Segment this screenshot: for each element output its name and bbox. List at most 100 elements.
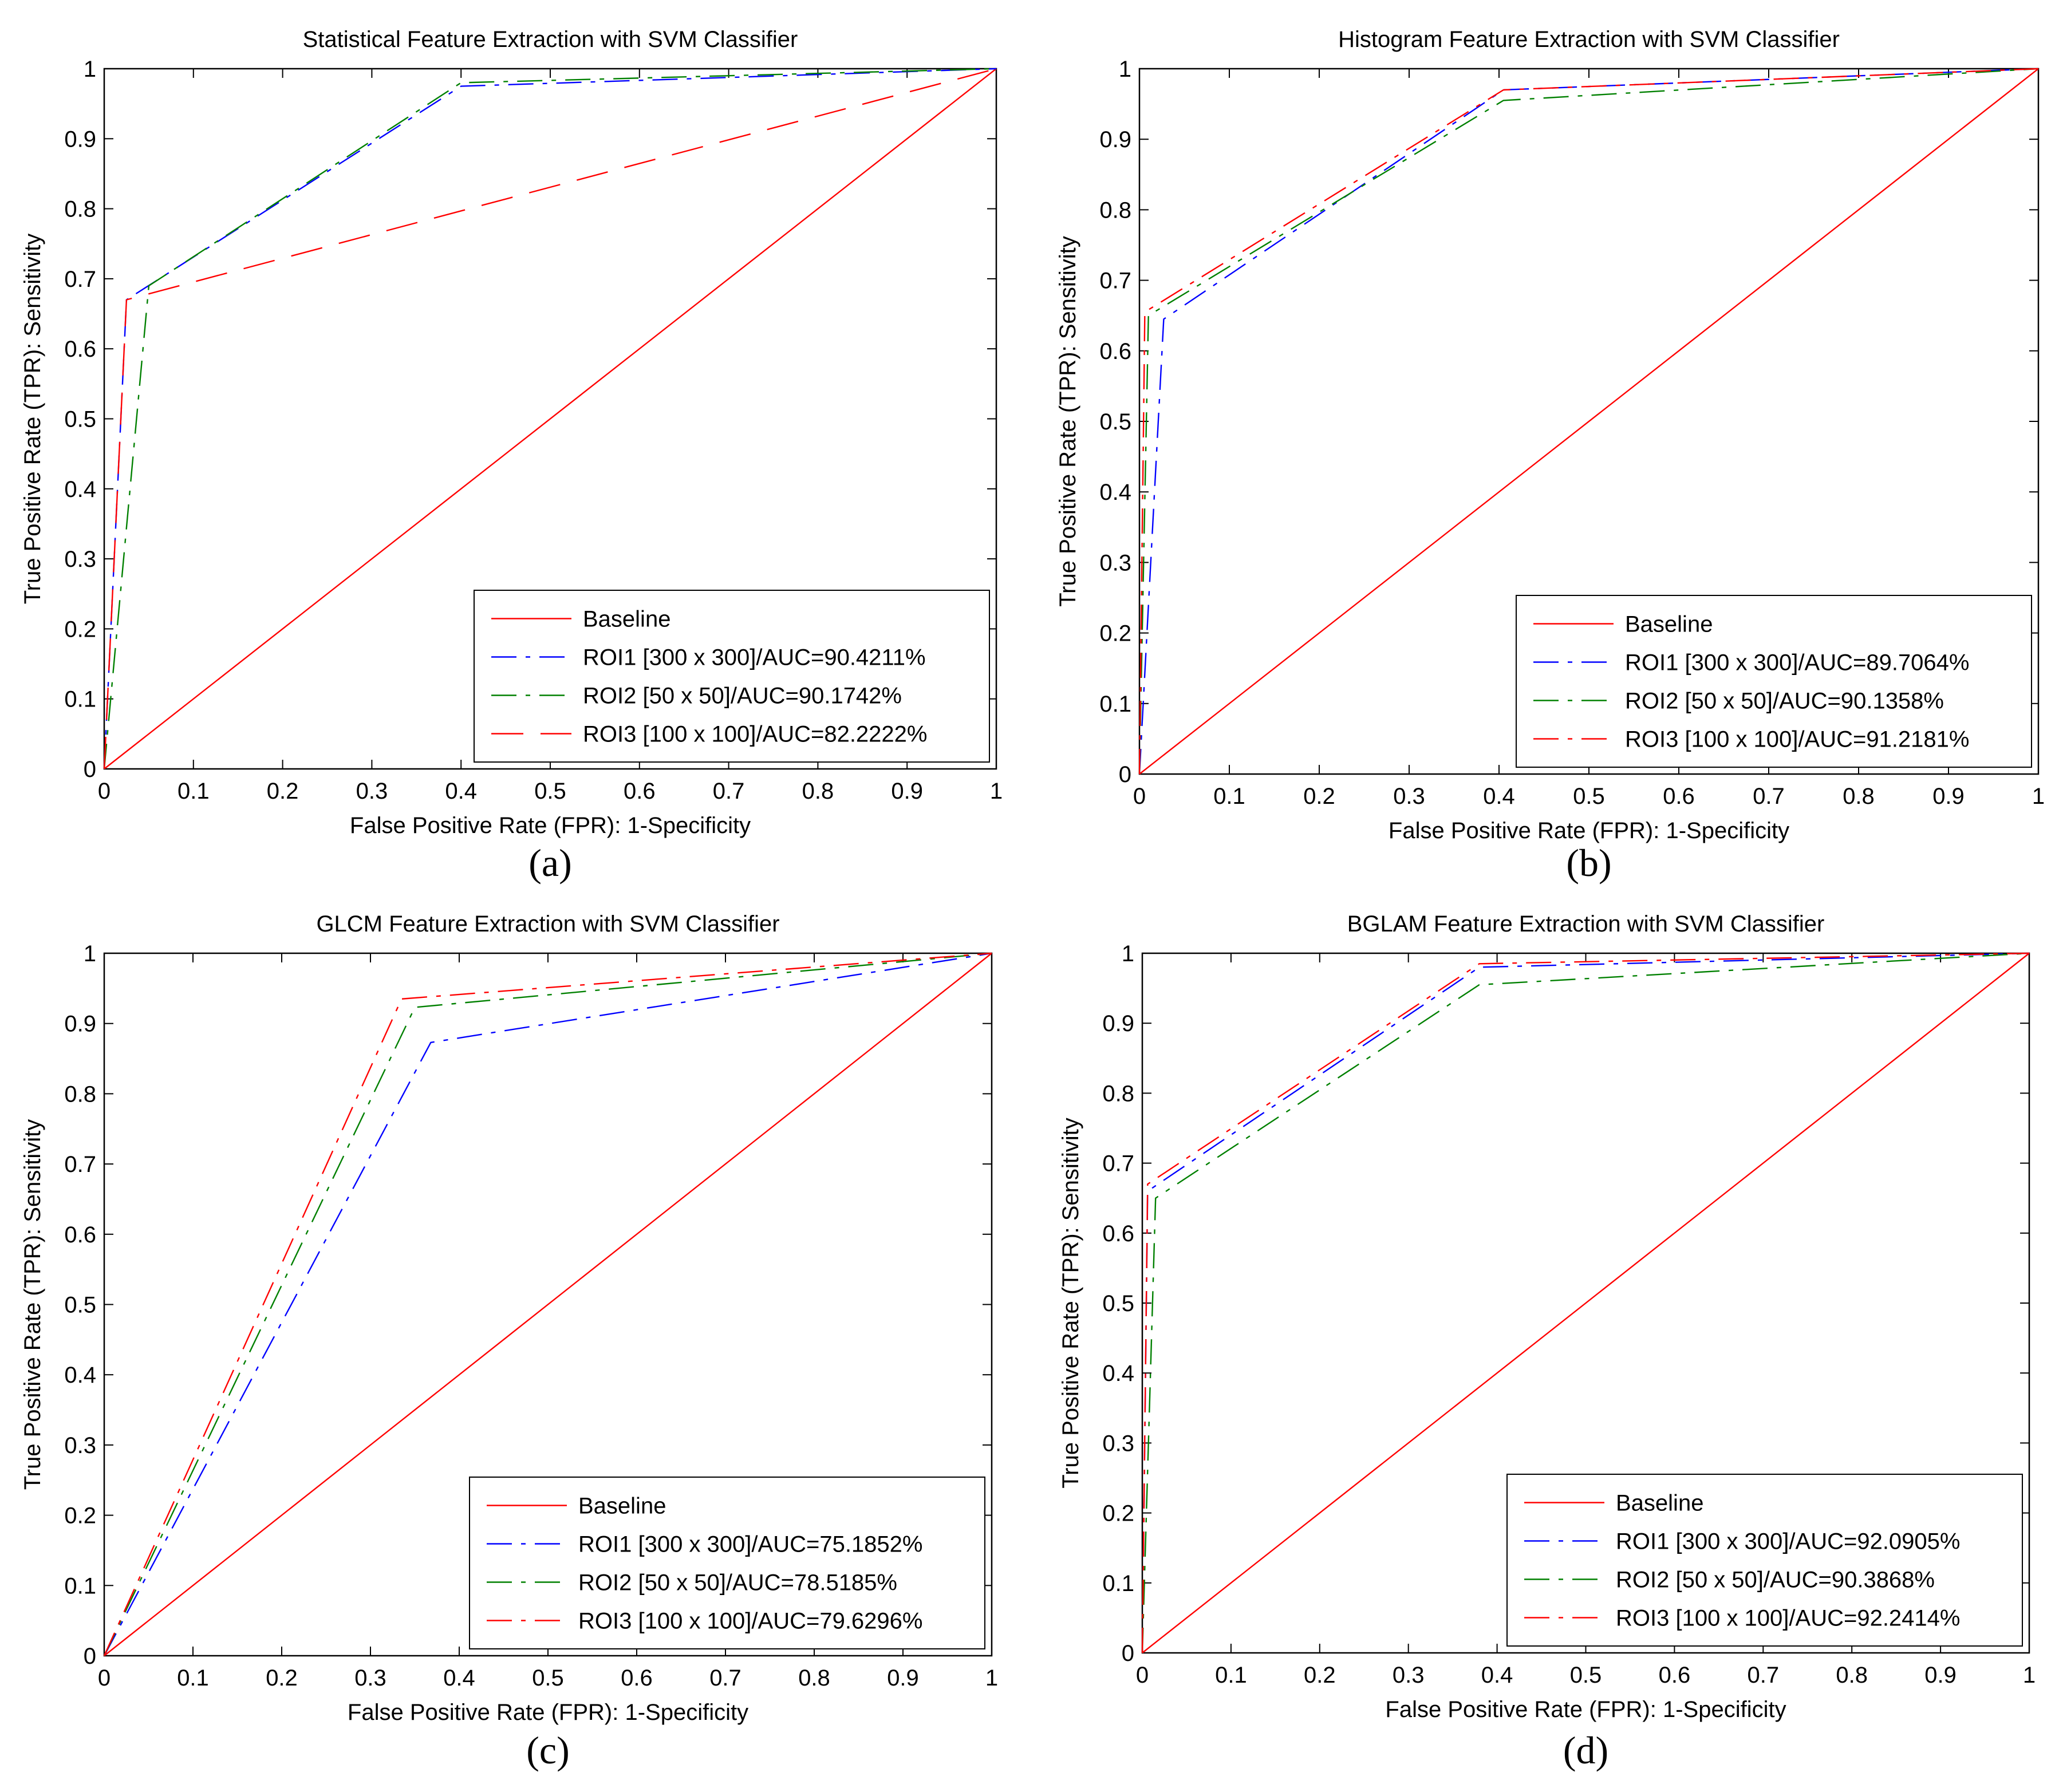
x-tick-label: 0.6 xyxy=(621,1665,653,1691)
x-tick-label: 0.7 xyxy=(1753,784,1785,809)
x-axis-label: False Positive Rate (FPR): 1-Specificity xyxy=(1385,1697,1786,1722)
legend-entry-label: ROI3 [100 x 100]/AUC=79.6296% xyxy=(578,1609,922,1634)
y-tick-label: 1 xyxy=(1122,941,1134,966)
x-tick-label: 0.7 xyxy=(709,1665,741,1691)
series-line-baseline xyxy=(1139,68,2039,775)
chart-title: Histogram Feature Extraction with SVM Cl… xyxy=(1338,27,1840,52)
y-tick-label: 0.2 xyxy=(1099,621,1131,646)
x-tick-label: 0.6 xyxy=(624,779,656,804)
y-tick-label: 0.2 xyxy=(64,1503,96,1529)
series-line-roi2 xyxy=(103,68,997,769)
legend-entry-label: Baseline xyxy=(583,607,670,632)
x-tick-label: 1 xyxy=(2023,1663,2036,1688)
x-tick-label: 0.7 xyxy=(713,779,745,804)
y-tick-label: 0.1 xyxy=(1102,1571,1134,1596)
x-tick-label: 0.5 xyxy=(534,779,566,804)
x-tick-label: 0.8 xyxy=(1836,1663,1868,1688)
x-tick-label: 0.3 xyxy=(1393,1663,1425,1688)
x-tick-label: 0.5 xyxy=(532,1665,564,1691)
legend-entry-label: ROI2 [50 x 50]/AUC=78.5185% xyxy=(578,1570,897,1596)
series-line-roi3 xyxy=(103,952,992,1656)
roc-chart-1: Statistical Feature Extraction with SVM … xyxy=(20,27,1003,885)
y-tick-label: 0 xyxy=(84,757,96,782)
roc-chart-4: BGLAM Feature Extraction with SVM Classi… xyxy=(1058,911,2036,1772)
legend-entry-label: ROI2 [50 x 50]/AUC=90.1358% xyxy=(1625,689,1944,714)
chart-title: Statistical Feature Extraction with SVM … xyxy=(303,27,798,52)
x-tick-label: 0 xyxy=(1133,784,1146,809)
x-tick-label: 0.4 xyxy=(445,779,477,804)
y-tick-label: 0.8 xyxy=(64,197,96,222)
series-line-roi1 xyxy=(103,952,992,1656)
roc-chart-3: GLCM Feature Extraction with SVM Classif… xyxy=(20,911,998,1772)
y-tick-label: 0.4 xyxy=(64,1363,96,1388)
x-tick-label: 0.3 xyxy=(356,779,388,804)
series-line-roi3 xyxy=(1138,68,2039,775)
legend: Baseline ROI1 [300 x 300]/AUC=92.0905% ROI… xyxy=(1506,1474,2023,1647)
y-tick-label: 0.3 xyxy=(64,547,96,572)
legend-entry-label: ROI1 [300 x 300]/AUC=92.0905% xyxy=(1616,1529,1960,1554)
y-tick-label: 0.1 xyxy=(64,687,96,712)
x-tick-label: 0.9 xyxy=(891,779,923,804)
legend-entry-label: ROI1 [300 x 300]/AUC=90.4211% xyxy=(583,645,926,670)
x-tick-label: 0.8 xyxy=(802,779,834,804)
y-tick-label: 0.9 xyxy=(64,127,96,152)
x-tick-label: 0 xyxy=(98,1665,111,1691)
series-line-roi3 xyxy=(1141,952,2030,1653)
panel-label: (c) xyxy=(526,1728,569,1772)
y-tick-label: 0 xyxy=(84,1644,96,1669)
x-tick-label: 0.1 xyxy=(1213,784,1245,809)
x-tick-label: 0.9 xyxy=(1924,1663,1957,1688)
y-tick-label: 0.9 xyxy=(1099,127,1131,152)
x-axis-label: False Positive Rate (FPR): 1-Specificity xyxy=(350,813,751,838)
y-tick-label: 0.2 xyxy=(64,617,96,642)
x-axis-label: False Positive Rate (FPR): 1-Specificity xyxy=(348,1700,748,1725)
legend-entry-label: ROI3 [100 x 100]/AUC=92.2414% xyxy=(1616,1606,1960,1631)
y-axis-label: True Positive Rate (TPR): Sensitivity xyxy=(1055,236,1080,607)
legend: Baseline ROI1 [300 x 300]/AUC=89.7064% ROI… xyxy=(1516,595,2032,768)
y-tick-label: 0 xyxy=(1122,1641,1134,1666)
y-tick-label: 1 xyxy=(84,57,96,82)
legend-entry-label: Baseline xyxy=(578,1494,666,1519)
y-tick-label: 0.1 xyxy=(1099,692,1131,717)
x-tick-label: 1 xyxy=(990,779,1003,804)
x-tick-label: 0.4 xyxy=(443,1665,475,1691)
legend-entry-label: Baseline xyxy=(1616,1491,1703,1516)
x-tick-label: 0.4 xyxy=(1483,784,1515,809)
y-axis-label: True Positive Rate (TPR): Sensitivity xyxy=(1058,1118,1083,1489)
y-tick-label: 0.6 xyxy=(64,337,96,362)
panel-label: (b) xyxy=(1566,841,1611,885)
x-tick-label: 0.1 xyxy=(177,1665,209,1691)
series-line-baseline xyxy=(104,953,992,1656)
y-tick-label: 0.5 xyxy=(1102,1291,1134,1316)
y-tick-label: 0.6 xyxy=(64,1222,96,1248)
y-tick-label: 1 xyxy=(1119,57,1131,82)
y-tick-label: 0.4 xyxy=(64,477,96,502)
x-tick-label: 0.1 xyxy=(1215,1663,1247,1688)
x-tick-label: 1 xyxy=(2032,784,2045,809)
legend-entry-label: ROI3 [100 x 100]/AUC=91.2181% xyxy=(1625,727,1969,752)
legend-entry-label: Baseline xyxy=(1625,612,1713,637)
y-tick-label: 0.8 xyxy=(1102,1081,1134,1106)
series-line-roi2 xyxy=(1141,952,2030,1653)
legend: Baseline ROI1 [300 x 300]/AUC=90.4211% ROI… xyxy=(474,590,990,763)
y-axis-label: True Positive Rate (TPR): Sensitivity xyxy=(20,1119,45,1490)
series-line-roi2 xyxy=(1138,68,2039,775)
y-tick-label: 0.3 xyxy=(64,1433,96,1458)
legend: Baseline ROI1 [300 x 300]/AUC=75.1852% ROI… xyxy=(469,1477,985,1649)
y-tick-label: 0.5 xyxy=(64,1293,96,1318)
x-tick-label: 0.2 xyxy=(266,1665,298,1691)
x-tick-label: 0.2 xyxy=(267,779,299,804)
x-tick-label: 0.9 xyxy=(887,1665,919,1691)
y-tick-label: 0.5 xyxy=(1099,409,1131,435)
x-tick-label: 0.3 xyxy=(1393,784,1425,809)
x-tick-label: 0.8 xyxy=(798,1665,830,1691)
x-tick-label: 0.7 xyxy=(1747,1663,1779,1688)
y-tick-label: 0.6 xyxy=(1099,339,1131,364)
x-tick-label: 0.5 xyxy=(1573,784,1605,809)
y-tick-label: 0.7 xyxy=(64,1152,96,1177)
series-line-baseline xyxy=(104,68,997,769)
y-tick-label: 0.8 xyxy=(1099,198,1131,223)
series-line-baseline xyxy=(1142,953,2030,1653)
series-line-roi1 xyxy=(1138,68,2039,775)
